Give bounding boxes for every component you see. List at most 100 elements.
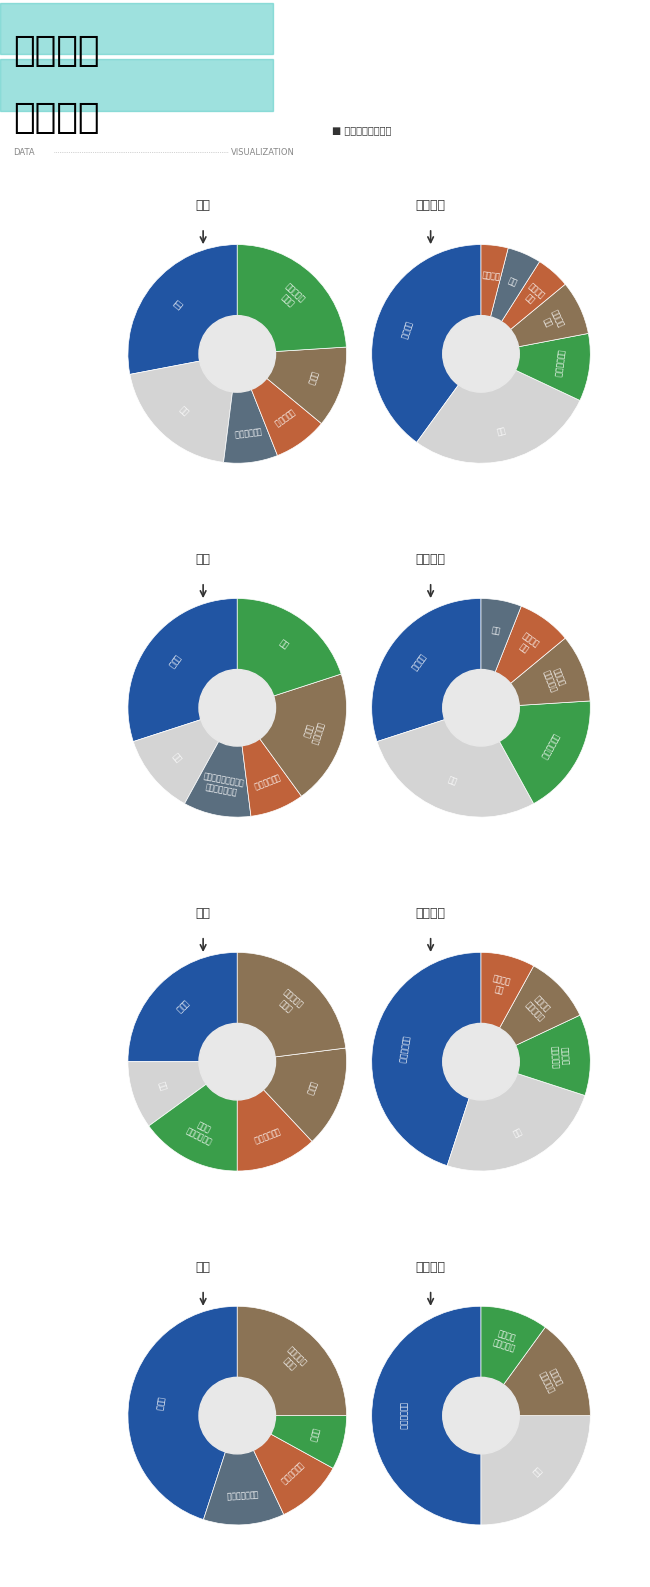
- Text: 职业: 职业: [490, 625, 501, 636]
- Wedge shape: [372, 598, 481, 741]
- Wedge shape: [133, 708, 237, 803]
- Text: 批发和零售业: 批发和零售业: [252, 771, 281, 790]
- Text: 其他职业: 其他职业: [481, 270, 500, 281]
- Text: 农林牧渔业: 农林牧渔业: [272, 408, 296, 428]
- Wedge shape: [130, 354, 237, 462]
- Wedge shape: [481, 966, 580, 1062]
- Text: 材料类: 材料类: [49, 1395, 81, 1412]
- Text: 行业: 行业: [196, 908, 211, 920]
- Text: 制造业: 制造业: [305, 1081, 318, 1097]
- Circle shape: [443, 1378, 519, 1454]
- Wedge shape: [481, 1016, 590, 1095]
- Text: 制造业: 制造业: [306, 370, 318, 386]
- Text: SINA NEWS: SINA NEWS: [297, 1573, 353, 1582]
- Text: 行业: 行业: [196, 554, 211, 567]
- Wedge shape: [237, 952, 346, 1062]
- Wedge shape: [128, 1306, 237, 1520]
- Text: 其他: 其他: [495, 425, 506, 436]
- Circle shape: [199, 316, 276, 392]
- Text: 科研和技术
服务业: 科研和技术 服务业: [276, 281, 306, 311]
- Text: 生化环材: 生化环材: [13, 33, 99, 68]
- Wedge shape: [237, 1306, 346, 1416]
- Wedge shape: [481, 1306, 545, 1416]
- Text: 其他: 其他: [170, 752, 183, 765]
- Wedge shape: [481, 284, 588, 354]
- Bar: [0, 59, 273, 111]
- Text: ■ 来源：阳光高考网: ■ 来源：阳光高考网: [332, 125, 391, 135]
- Wedge shape: [447, 1062, 585, 1171]
- Wedge shape: [481, 333, 590, 400]
- Text: 行业: 行业: [196, 200, 211, 213]
- Text: 行业: 行业: [196, 1262, 211, 1274]
- Text: 代表职业: 代表职业: [415, 908, 446, 920]
- Text: 科研和技术
服务业: 科研和技术 服务业: [299, 719, 325, 746]
- Wedge shape: [481, 244, 508, 354]
- Text: 建筑: 建筑: [277, 638, 290, 651]
- Circle shape: [443, 1024, 519, 1100]
- Text: 其他: 其他: [446, 774, 458, 787]
- Wedge shape: [481, 638, 590, 708]
- Wedge shape: [128, 1062, 237, 1125]
- Wedge shape: [481, 1416, 590, 1525]
- Text: 教学人员: 教学人员: [399, 319, 413, 340]
- Wedge shape: [481, 952, 534, 1062]
- Text: 工程技术人员: 工程技术人员: [396, 1035, 410, 1063]
- Circle shape: [443, 670, 519, 746]
- Circle shape: [443, 316, 519, 392]
- Text: 生产制造
及有关人员: 生产制造 及有关人员: [541, 665, 567, 694]
- Wedge shape: [185, 708, 251, 817]
- Text: 建筑业: 建筑业: [307, 1427, 320, 1443]
- Text: 其他专业
人员: 其他专业 人员: [489, 974, 512, 997]
- Text: 其他: 其他: [177, 405, 190, 417]
- Text: 信息技术服务业: 信息技术服务业: [226, 1489, 259, 1500]
- Wedge shape: [372, 244, 481, 443]
- Text: 新浪新闻  出品  |  图数室: 新浪新闻 出品 | 图数室: [450, 57, 525, 67]
- Text: 农林牧渔
人员: 农林牧渔 人员: [520, 281, 547, 308]
- Text: 其他: 其他: [510, 1125, 523, 1138]
- Wedge shape: [481, 248, 540, 354]
- Text: 工程技术人员: 工程技术人员: [398, 1401, 407, 1430]
- Wedge shape: [237, 708, 302, 816]
- Text: 制造业: 制造业: [174, 998, 190, 1014]
- Text: 科学研究人员: 科学研究人员: [553, 349, 566, 378]
- Wedge shape: [237, 1416, 346, 1468]
- Wedge shape: [237, 244, 346, 354]
- Wedge shape: [481, 1327, 590, 1416]
- Wedge shape: [149, 1062, 237, 1171]
- Circle shape: [199, 670, 276, 746]
- Text: DATA: DATA: [13, 148, 34, 157]
- Wedge shape: [237, 1062, 312, 1171]
- Text: 其他: 其他: [157, 1081, 168, 1092]
- Text: 批发和零售业: 批发和零售业: [252, 1125, 281, 1144]
- Text: 销售: 销售: [506, 276, 518, 287]
- Text: 就业方向: 就业方向: [13, 102, 99, 135]
- Text: 科研和技术
服务业: 科研和技术 服务业: [278, 1344, 308, 1374]
- Text: 工程技术人员: 工程技术人员: [540, 732, 560, 760]
- Wedge shape: [128, 244, 237, 375]
- Wedge shape: [377, 708, 534, 817]
- Text: 制造业: 制造业: [166, 654, 181, 670]
- Text: 电力、热力、燃气及
水生产和供应业: 电力、热力、燃气及 水生产和供应业: [200, 771, 245, 798]
- Text: 代表职业: 代表职业: [415, 200, 446, 213]
- Wedge shape: [481, 262, 566, 354]
- Text: 批发和零售业: 批发和零售业: [278, 1460, 304, 1485]
- Text: 环境和
公共设施管理: 环境和 公共设施管理: [185, 1117, 218, 1147]
- Bar: [0, 3, 273, 54]
- Wedge shape: [372, 952, 481, 1166]
- Wedge shape: [203, 1416, 284, 1525]
- Text: 其他: 其他: [530, 1465, 543, 1477]
- Wedge shape: [237, 1047, 346, 1141]
- Text: 生产制造
及有关人员: 生产制造 及有关人员: [523, 993, 553, 1024]
- Text: 生产制造
及有关人员: 生产制造 及有关人员: [538, 1365, 565, 1395]
- Text: 工程技术
人员: 工程技术 人员: [540, 308, 565, 333]
- Wedge shape: [237, 598, 341, 708]
- Text: 化学类: 化学类: [49, 687, 81, 705]
- Text: VISUALIZATION: VISUALIZATION: [231, 148, 295, 157]
- Wedge shape: [372, 1306, 481, 1525]
- Text: 其他专业
人员: 其他专业 人员: [514, 632, 540, 657]
- Wedge shape: [237, 674, 346, 797]
- Text: 办事人员
和有关人员: 办事人员 和有关人员: [491, 1328, 519, 1354]
- Text: 教学人员: 教学人员: [408, 651, 426, 671]
- Wedge shape: [237, 348, 346, 424]
- Wedge shape: [417, 354, 580, 463]
